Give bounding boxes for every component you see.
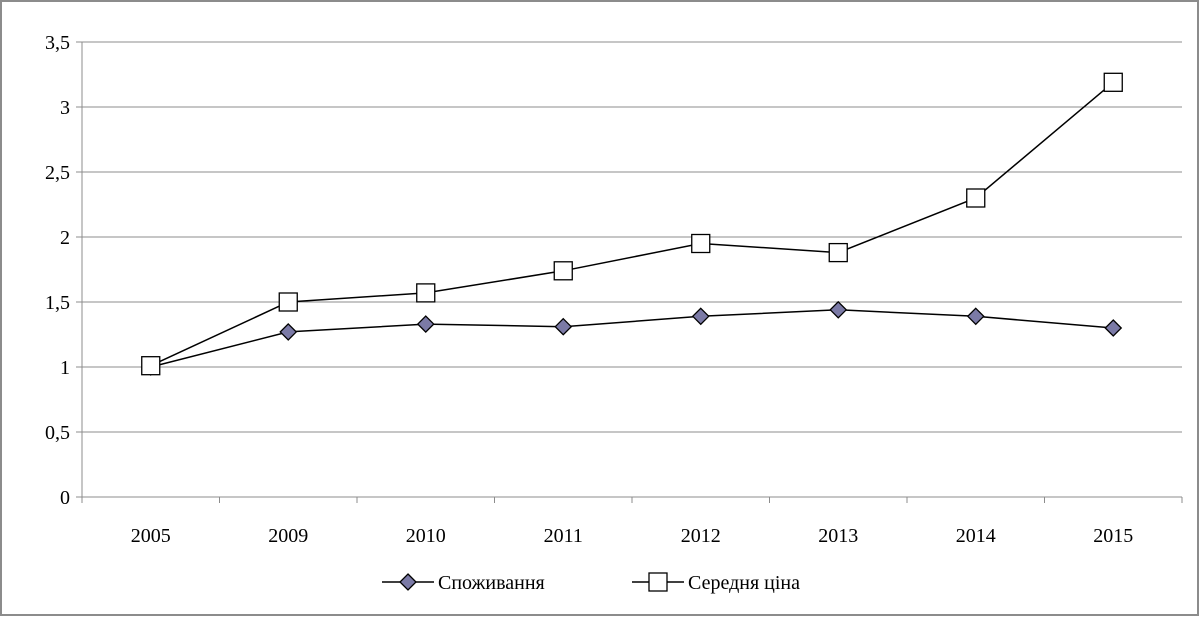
x-tick-label: 2005 bbox=[131, 525, 171, 547]
legend-marker-diamond bbox=[399, 573, 417, 591]
series-lines bbox=[141, 72, 1123, 376]
y-tick-label: 1,5 bbox=[45, 292, 70, 314]
legend-item-1: Споживання bbox=[382, 572, 545, 594]
data-point-square bbox=[828, 242, 848, 263]
data-point-diamond bbox=[416, 315, 435, 334]
x-tick-label: 2015 bbox=[1093, 525, 1133, 547]
x-tick-label: 2013 bbox=[818, 525, 858, 547]
y-tick-label: 3,5 bbox=[45, 32, 70, 54]
data-point-square bbox=[1103, 72, 1123, 92]
legend: Споживання Середня ціна bbox=[382, 572, 800, 594]
y-tick-label: 0,5 bbox=[45, 422, 70, 444]
y-tick-label: 1 bbox=[60, 357, 70, 379]
series-line bbox=[150, 309, 1114, 368]
data-point-diamond bbox=[554, 317, 573, 336]
x-tick-label: 2012 bbox=[681, 525, 721, 547]
legend-item-2: Середня ціна bbox=[632, 572, 800, 594]
y-tick-label: 0 bbox=[60, 487, 70, 509]
data-point-diamond bbox=[691, 307, 710, 326]
x-tick-label: 2011 bbox=[544, 525, 583, 547]
x-tick-label: 2009 bbox=[268, 525, 308, 547]
legend-marker-square bbox=[648, 572, 668, 592]
data-point-square bbox=[416, 283, 436, 303]
x-tick-label: 2014 bbox=[956, 525, 996, 547]
data-point-square bbox=[966, 188, 986, 208]
y-tick-label: 3 bbox=[60, 97, 70, 119]
data-point-square bbox=[141, 356, 161, 376]
series-line bbox=[150, 81, 1114, 367]
axes: 0 0,5 1 1,5 2 2,5 3 3,5 2005 2009 2010 2011 2012 2013… bbox=[45, 32, 1183, 547]
grid-lines bbox=[82, 41, 1182, 433]
y-tick-label: 2 bbox=[60, 227, 70, 249]
data-point-diamond bbox=[279, 322, 298, 341]
series-1 bbox=[141, 300, 1123, 376]
legend-label: Середня ціна bbox=[688, 572, 800, 594]
data-point-square bbox=[553, 261, 573, 281]
series-2 bbox=[141, 72, 1123, 376]
data-point-diamond bbox=[966, 307, 985, 326]
x-tick-label: 2010 bbox=[406, 525, 446, 547]
data-point-diamond bbox=[1104, 319, 1123, 337]
data-point-square bbox=[278, 292, 298, 312]
y-tick-label: 2,5 bbox=[45, 162, 70, 184]
data-point-square bbox=[691, 233, 711, 254]
data-point-diamond bbox=[829, 300, 848, 319]
legend-label: Споживання bbox=[438, 572, 545, 594]
